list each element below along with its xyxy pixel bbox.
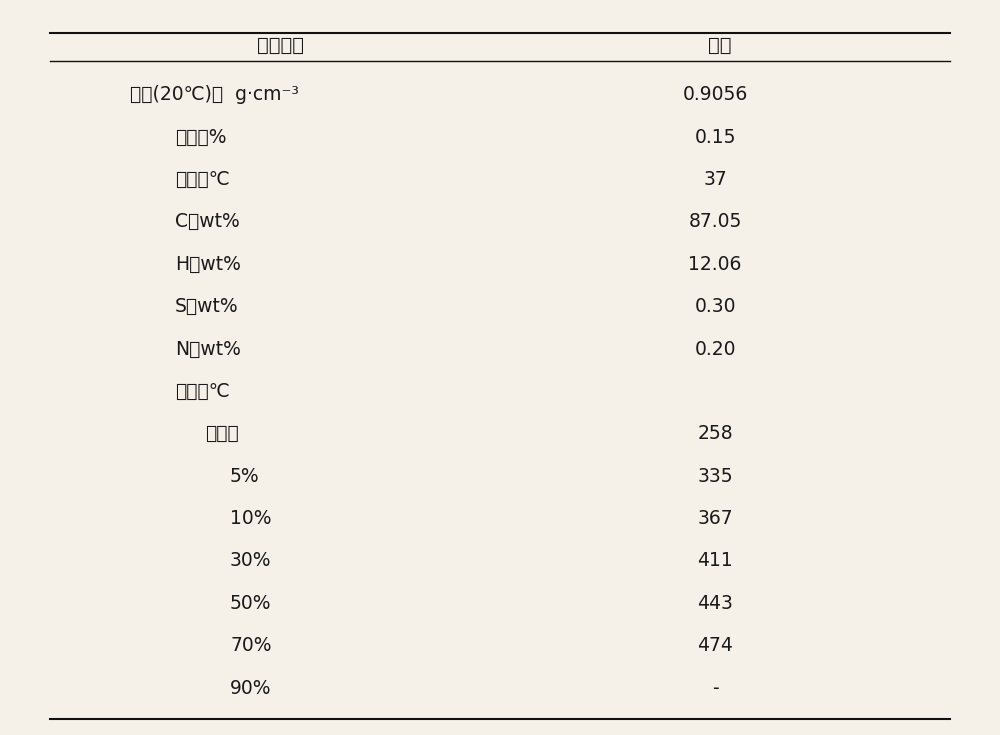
Text: 0.20: 0.20 xyxy=(694,340,736,359)
Text: 5%: 5% xyxy=(230,467,260,486)
Text: 初馏点: 初馏点 xyxy=(205,424,239,443)
Text: 87.05: 87.05 xyxy=(688,212,742,232)
Text: 馏程，℃: 馏程，℃ xyxy=(175,382,230,401)
Text: 凝点，℃: 凝点，℃ xyxy=(175,170,230,189)
Text: 0.9056: 0.9056 xyxy=(682,85,748,104)
Text: 443: 443 xyxy=(697,594,733,613)
Text: 37: 37 xyxy=(703,170,727,189)
Text: S，wt%: S，wt% xyxy=(175,297,239,316)
Text: N，wt%: N，wt% xyxy=(175,340,241,359)
Text: 367: 367 xyxy=(697,509,733,528)
Text: 50%: 50% xyxy=(230,594,272,613)
Text: 335: 335 xyxy=(697,467,733,486)
Text: C，wt%: C，wt% xyxy=(175,212,240,232)
Text: 0.30: 0.30 xyxy=(694,297,736,316)
Text: 0.15: 0.15 xyxy=(694,128,736,146)
Text: 474: 474 xyxy=(697,637,733,655)
Text: -: - xyxy=(712,678,718,698)
Text: 258: 258 xyxy=(697,424,733,443)
Text: 90%: 90% xyxy=(230,678,272,698)
Text: H，wt%: H，wt% xyxy=(175,255,241,273)
Text: 12.06: 12.06 xyxy=(688,255,742,273)
Text: 30%: 30% xyxy=(230,551,272,570)
Text: 密度(20℃)，  g·cm⁻³: 密度(20℃)， g·cm⁻³ xyxy=(130,85,299,104)
Text: 残炭，%: 残炭，% xyxy=(175,128,226,146)
Text: 数据: 数据 xyxy=(708,36,732,55)
Text: 411: 411 xyxy=(697,551,733,570)
Text: 分析项目: 分析项目 xyxy=(256,36,304,55)
Text: 70%: 70% xyxy=(230,637,272,655)
Text: 10%: 10% xyxy=(230,509,272,528)
